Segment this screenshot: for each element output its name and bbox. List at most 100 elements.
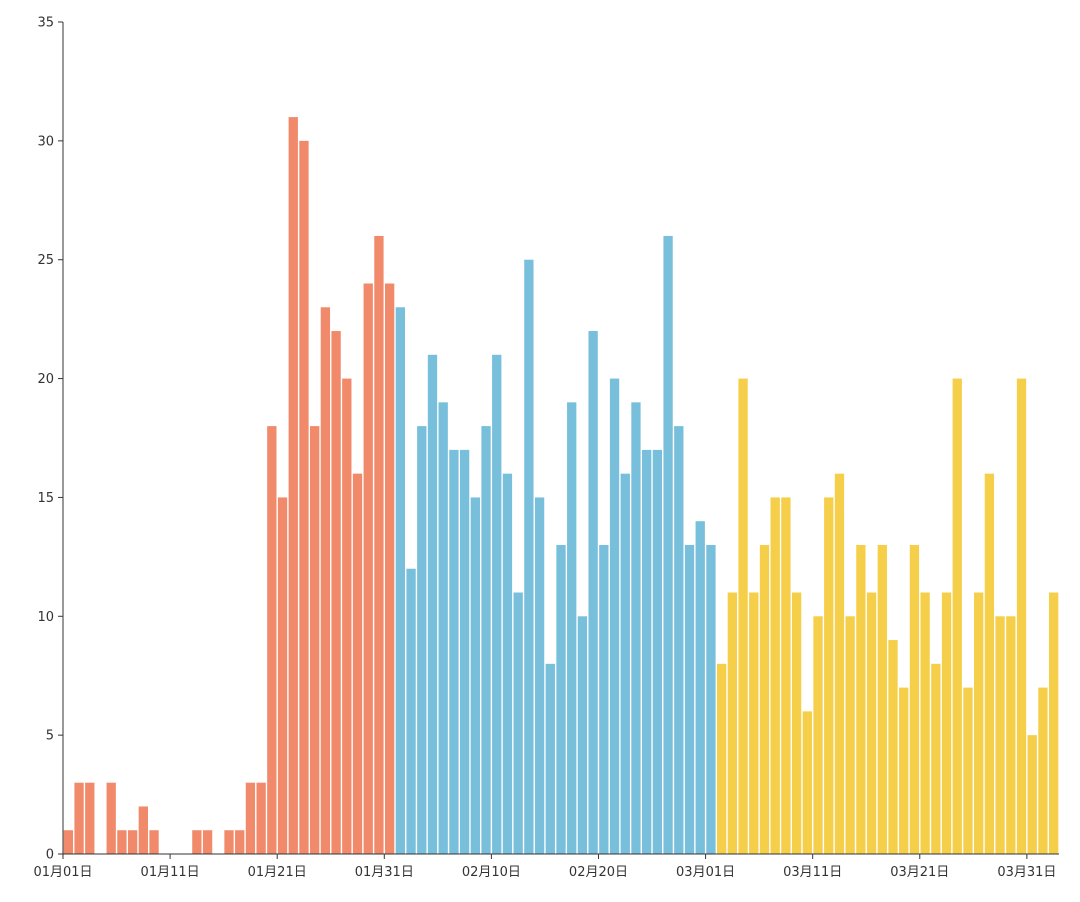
bar-s0-26 [342,378,352,854]
x-tick-label: 02月20日 [569,865,628,880]
bar-s0-30 [384,283,395,854]
bar-s1-24 [652,449,663,854]
y-tick-label: 25 [37,253,54,268]
bar-s0-23 [310,426,320,854]
bar-s0-6 [127,830,138,854]
x-tick-label: 03月31日 [997,865,1056,880]
x-tick-label: 02月10日 [462,865,521,880]
bar-s2-27 [1006,616,1016,854]
bar-s2-18 [909,544,920,854]
bar-s0-28 [363,283,373,854]
bar-s1-3 [427,354,438,854]
bar-s1-5 [449,449,459,854]
y-axis: 0 5 10 15 20 25 30 35 [37,16,64,863]
bar-s1-6 [459,449,470,854]
bar-s2-30 [1038,687,1048,854]
bar-s2-24 [974,592,984,854]
bar-s2-15 [877,544,887,854]
bar-s2-3 [749,592,759,854]
bar-s2-14 [866,592,877,854]
y-tick-label: 0 [46,848,54,863]
bar-s0-2 [85,782,95,854]
bar-s0-27 [352,473,363,854]
y-tick-label: 15 [37,491,54,506]
y-tick-label: 30 [37,134,54,149]
bar-s1-20 [609,378,620,854]
bar-s1-26 [674,426,684,854]
x-tick-label: 01月01日 [33,865,92,880]
bar-s1-13 [534,497,545,854]
x-tick-label: 03月01日 [676,865,735,880]
bar-s1-0 [395,307,406,854]
bar-s1-22 [631,402,641,854]
bar-s2-20 [931,663,941,854]
bar-s2-6 [781,497,791,854]
bar-s2-26 [995,616,1005,854]
bar-s1-27 [684,544,695,854]
bar-s2-31 [1048,592,1059,854]
bar-s0-20 [277,497,288,854]
bar-s2-23 [963,687,973,854]
bar-s1-12 [524,259,534,855]
bar-s0-18 [256,782,266,854]
y-tick-label: 5 [46,729,54,744]
bar-s1-4 [438,402,448,854]
bar-s0-5 [117,830,127,854]
bar-s2-17 [899,687,909,854]
bar-s2-4 [759,544,770,854]
bar-s2-21 [941,592,952,854]
bar-s0-0 [63,830,74,854]
x-tick-label: 01月31日 [355,865,414,880]
bar-s1-25 [663,235,673,854]
bar-s2-16 [888,640,898,854]
y-tick-label: 20 [37,372,54,387]
bar-s2-10 [824,497,834,854]
bar-s2-5 [770,497,780,854]
bar-s1-23 [642,449,652,854]
bar-s1-11 [513,592,523,854]
bar-s0-7 [138,806,148,854]
bar-s2-1 [727,592,738,854]
y-tick-label: 10 [37,610,54,625]
bar-s1-19 [599,544,609,854]
bar-s2-19 [920,592,930,854]
bar-s2-7 [791,592,802,854]
bar-s1-14 [545,663,555,854]
bar-s2-28 [1016,378,1027,854]
bar-s0-25 [331,331,341,854]
bar-s1-17 [577,616,588,854]
bar-s1-8 [481,426,491,854]
bar-s0-29 [374,235,384,854]
bar-s2-0 [716,663,727,854]
bar-s0-16 [235,830,245,854]
y-tick-label: 35 [37,16,54,31]
bar-s1-15 [556,544,566,854]
bar-s1-18 [588,331,598,854]
bar-s1-1 [406,568,416,854]
bar-s1-16 [567,402,577,854]
bar-s0-8 [149,830,159,854]
bar-s0-1 [74,782,84,854]
bar-s0-13 [202,830,213,854]
bar-s1-7 [470,497,480,854]
bar-s2-9 [813,616,823,854]
bar-s2-11 [834,473,845,854]
bar-s1-28 [695,521,705,854]
x-tick-label: 01月21日 [248,865,307,880]
bar-s1-10 [502,473,513,854]
bar-s2-22 [952,378,962,854]
bar-s0-15 [224,830,234,854]
bar-s2-8 [802,711,812,854]
bar-s0-12 [192,830,202,854]
bar-s0-17 [245,782,256,854]
x-tick-label: 03月21日 [890,865,949,880]
bar-s0-4 [106,782,116,854]
bar-s1-21 [620,473,630,854]
bar-s0-24 [320,307,331,854]
bar-s0-22 [299,140,309,855]
bar-s2-12 [845,616,855,854]
bar-s2-29 [1027,735,1037,854]
bar-s2-13 [856,544,866,854]
bar-s2-25 [984,473,995,854]
